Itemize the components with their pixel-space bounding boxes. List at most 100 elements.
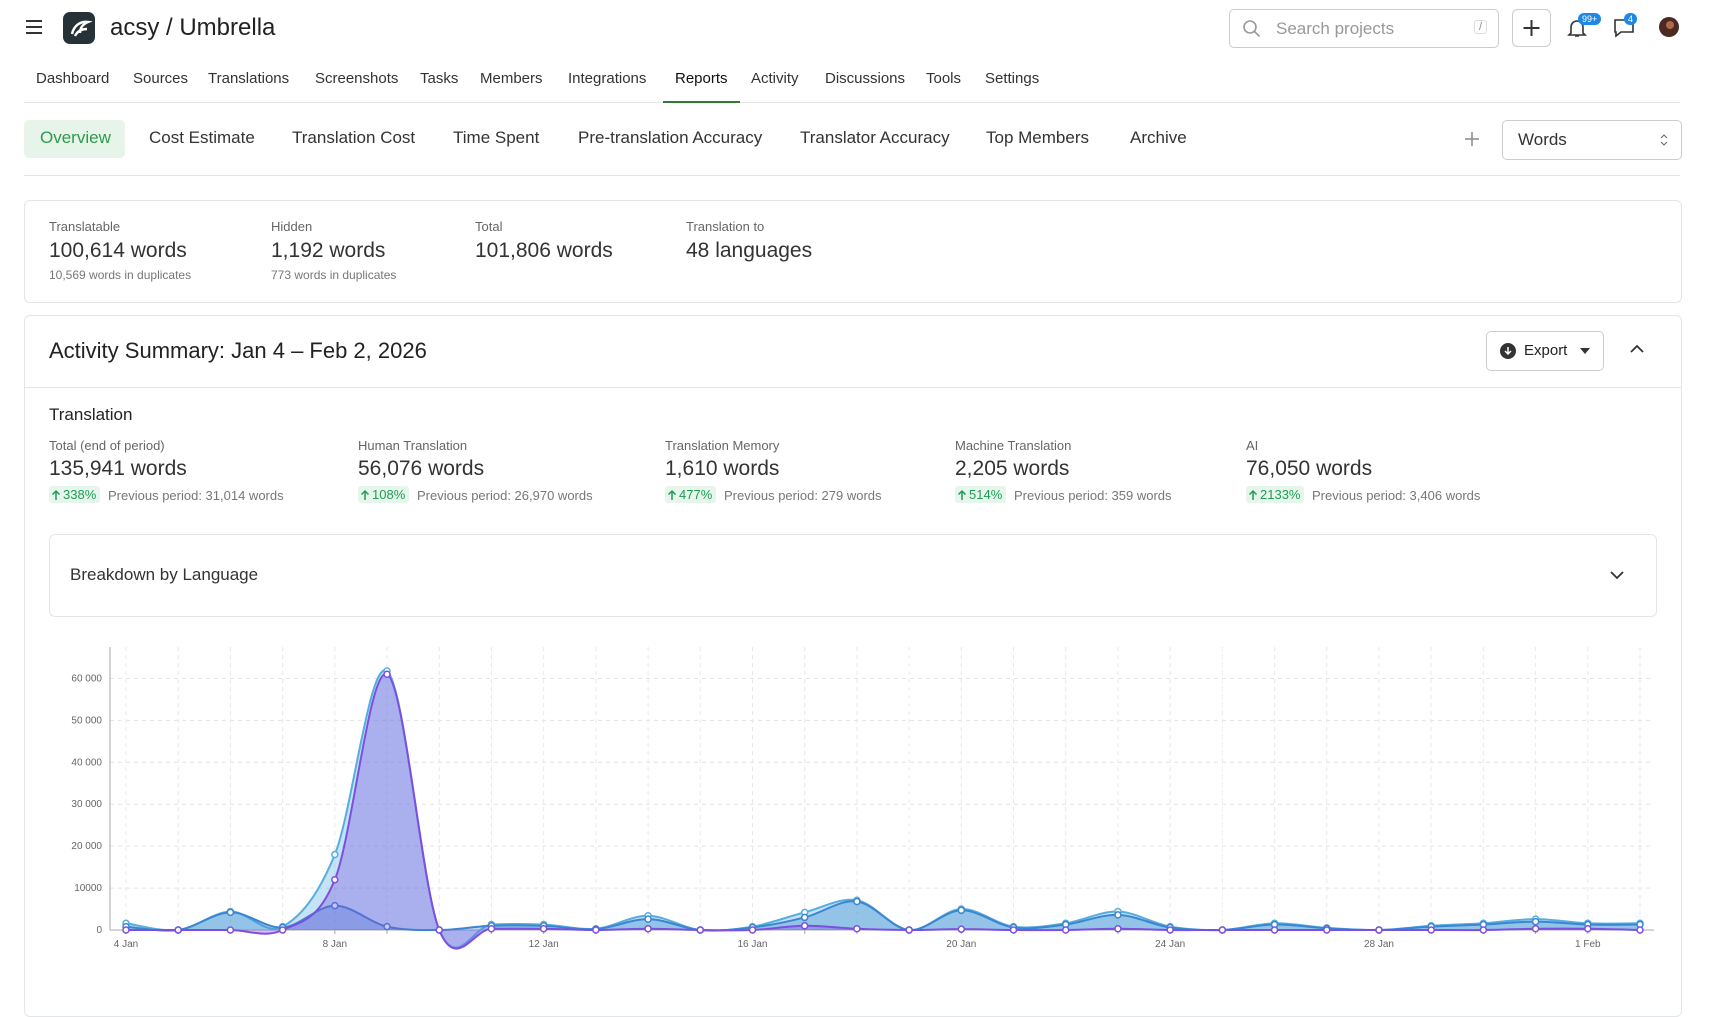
stat-note: 10,569 words in duplicates bbox=[49, 268, 192, 282]
nav-item[interactable]: Integrations bbox=[568, 70, 647, 87]
metric-value: 56,076 words bbox=[358, 457, 485, 480]
tab[interactable]: Translation Cost bbox=[292, 128, 416, 147]
point bbox=[1114, 911, 1122, 919]
x-tick-label: 4 Jan bbox=[114, 939, 138, 950]
up-arrow bbox=[51, 489, 61, 500]
up-arrow bbox=[667, 489, 677, 500]
point bbox=[1323, 926, 1331, 934]
metric-label: Total (end of period) bbox=[49, 438, 165, 453]
stats-card: Translatable 100,614 words 10,569 words in… bbox=[24, 200, 1682, 303]
series-line bbox=[126, 673, 1641, 950]
y-tick-label: 50 000 bbox=[71, 715, 102, 726]
notifications-badge: 99+ bbox=[1578, 13, 1602, 25]
tab[interactable]: Time Spent bbox=[453, 128, 540, 147]
change-badge: 338% bbox=[49, 486, 101, 503]
search-placeholder: Search projects bbox=[1276, 19, 1395, 38]
change-badge: 477% bbox=[665, 486, 717, 503]
avatar[interactable] bbox=[1658, 16, 1680, 38]
point bbox=[696, 926, 705, 934]
change-value: 477% bbox=[679, 487, 713, 502]
point bbox=[435, 926, 443, 934]
area-fill bbox=[126, 673, 1640, 949]
tab[interactable]: Overview bbox=[40, 128, 111, 147]
point bbox=[853, 924, 861, 933]
menu-icon[interactable] bbox=[24, 18, 44, 36]
unit-select[interactable]: Words bbox=[1502, 120, 1682, 160]
nav-item[interactable]: Reports bbox=[675, 70, 728, 87]
x-tick-label: 8 Jan bbox=[323, 939, 347, 950]
point bbox=[644, 924, 652, 933]
stat-value: 1,192 words bbox=[271, 239, 386, 262]
tabs-divider bbox=[24, 175, 1680, 176]
add-button[interactable] bbox=[1512, 9, 1551, 47]
point bbox=[592, 926, 600, 934]
expand-icon bbox=[1610, 571, 1624, 580]
point bbox=[1479, 926, 1488, 934]
point bbox=[905, 926, 913, 934]
change-badge: 514% bbox=[955, 486, 1007, 503]
nav-item[interactable]: Activity bbox=[751, 70, 799, 87]
chart: 0 10000 20 000 30 000 40 000 50 000 60 000 4 Ja… bbox=[71, 647, 1654, 950]
change-value: 514% bbox=[969, 487, 1003, 502]
search-box[interactable]: Search projects / bbox=[1229, 9, 1499, 48]
nav-item[interactable]: Sources bbox=[133, 70, 189, 87]
stat-label: Total bbox=[475, 219, 503, 234]
change-value: 2133% bbox=[1260, 487, 1301, 502]
change-value: 338% bbox=[63, 487, 97, 502]
point bbox=[853, 897, 861, 906]
point bbox=[278, 926, 287, 934]
nav-item[interactable]: Screenshots bbox=[315, 70, 399, 87]
point bbox=[748, 926, 757, 934]
x-tick-label: 20 Jan bbox=[946, 939, 976, 950]
x-tick-label: 16 Jan bbox=[737, 939, 767, 950]
nav-item[interactable]: Discussions bbox=[825, 70, 906, 87]
nav-item[interactable]: Dashboard bbox=[36, 70, 110, 87]
nav-item[interactable]: Tasks bbox=[420, 70, 459, 87]
metric-label: Human Translation bbox=[358, 438, 468, 453]
point bbox=[226, 908, 235, 917]
nav-item[interactable]: Members bbox=[480, 70, 543, 87]
previous-period: Previous period: 3,406 words bbox=[1312, 488, 1481, 503]
dropdown-caret bbox=[1580, 348, 1590, 354]
point bbox=[644, 915, 652, 923]
point bbox=[487, 924, 496, 933]
add-tab[interactable] bbox=[1464, 131, 1480, 147]
point bbox=[539, 924, 548, 933]
y-tick-label: 40 000 bbox=[71, 757, 102, 768]
nav-active-underline bbox=[663, 101, 740, 103]
tab[interactable]: Top Members bbox=[986, 128, 1089, 147]
up-arrow bbox=[957, 489, 967, 500]
metric-label: Machine Translation bbox=[955, 438, 1072, 453]
nav-item[interactable]: Tools bbox=[926, 70, 962, 87]
tab[interactable]: Cost Estimate bbox=[149, 128, 255, 147]
metric-value: 1,610 words bbox=[665, 457, 780, 480]
x-tick-label: 24 Jan bbox=[1155, 939, 1185, 950]
y-tick-label: 20 000 bbox=[71, 841, 102, 852]
point bbox=[122, 926, 130, 934]
tab[interactable]: Archive bbox=[1130, 128, 1187, 147]
point bbox=[957, 925, 966, 933]
nav-item[interactable]: Settings bbox=[985, 70, 1040, 87]
stat-value: 100,614 words bbox=[49, 239, 187, 262]
point bbox=[800, 922, 809, 930]
tab[interactable]: Pre-translation Accuracy bbox=[578, 128, 763, 147]
point bbox=[1061, 926, 1070, 934]
point bbox=[1636, 926, 1644, 934]
nav-item[interactable]: Translations bbox=[208, 70, 290, 87]
metric-value: 76,050 words bbox=[1246, 457, 1373, 480]
export-button[interactable]: Export bbox=[1486, 331, 1604, 371]
change-badge: 2133% bbox=[1246, 486, 1305, 503]
point bbox=[383, 670, 391, 679]
stat-label: Translatable bbox=[49, 219, 121, 234]
collapse-icon[interactable] bbox=[1630, 344, 1644, 354]
tab[interactable]: Translator Accuracy bbox=[800, 128, 950, 147]
point bbox=[1531, 924, 1540, 933]
stat-value: 101,806 words bbox=[475, 239, 613, 262]
stat-value: 48 languages bbox=[686, 239, 813, 262]
project-title[interactable]: acsy / Umbrella bbox=[110, 14, 276, 41]
logo[interactable] bbox=[63, 12, 95, 44]
breakdown-panel[interactable]: Breakdown by Language bbox=[49, 534, 1657, 617]
search-shortcut: / bbox=[1474, 20, 1488, 34]
point bbox=[331, 875, 339, 884]
point bbox=[1427, 926, 1435, 934]
